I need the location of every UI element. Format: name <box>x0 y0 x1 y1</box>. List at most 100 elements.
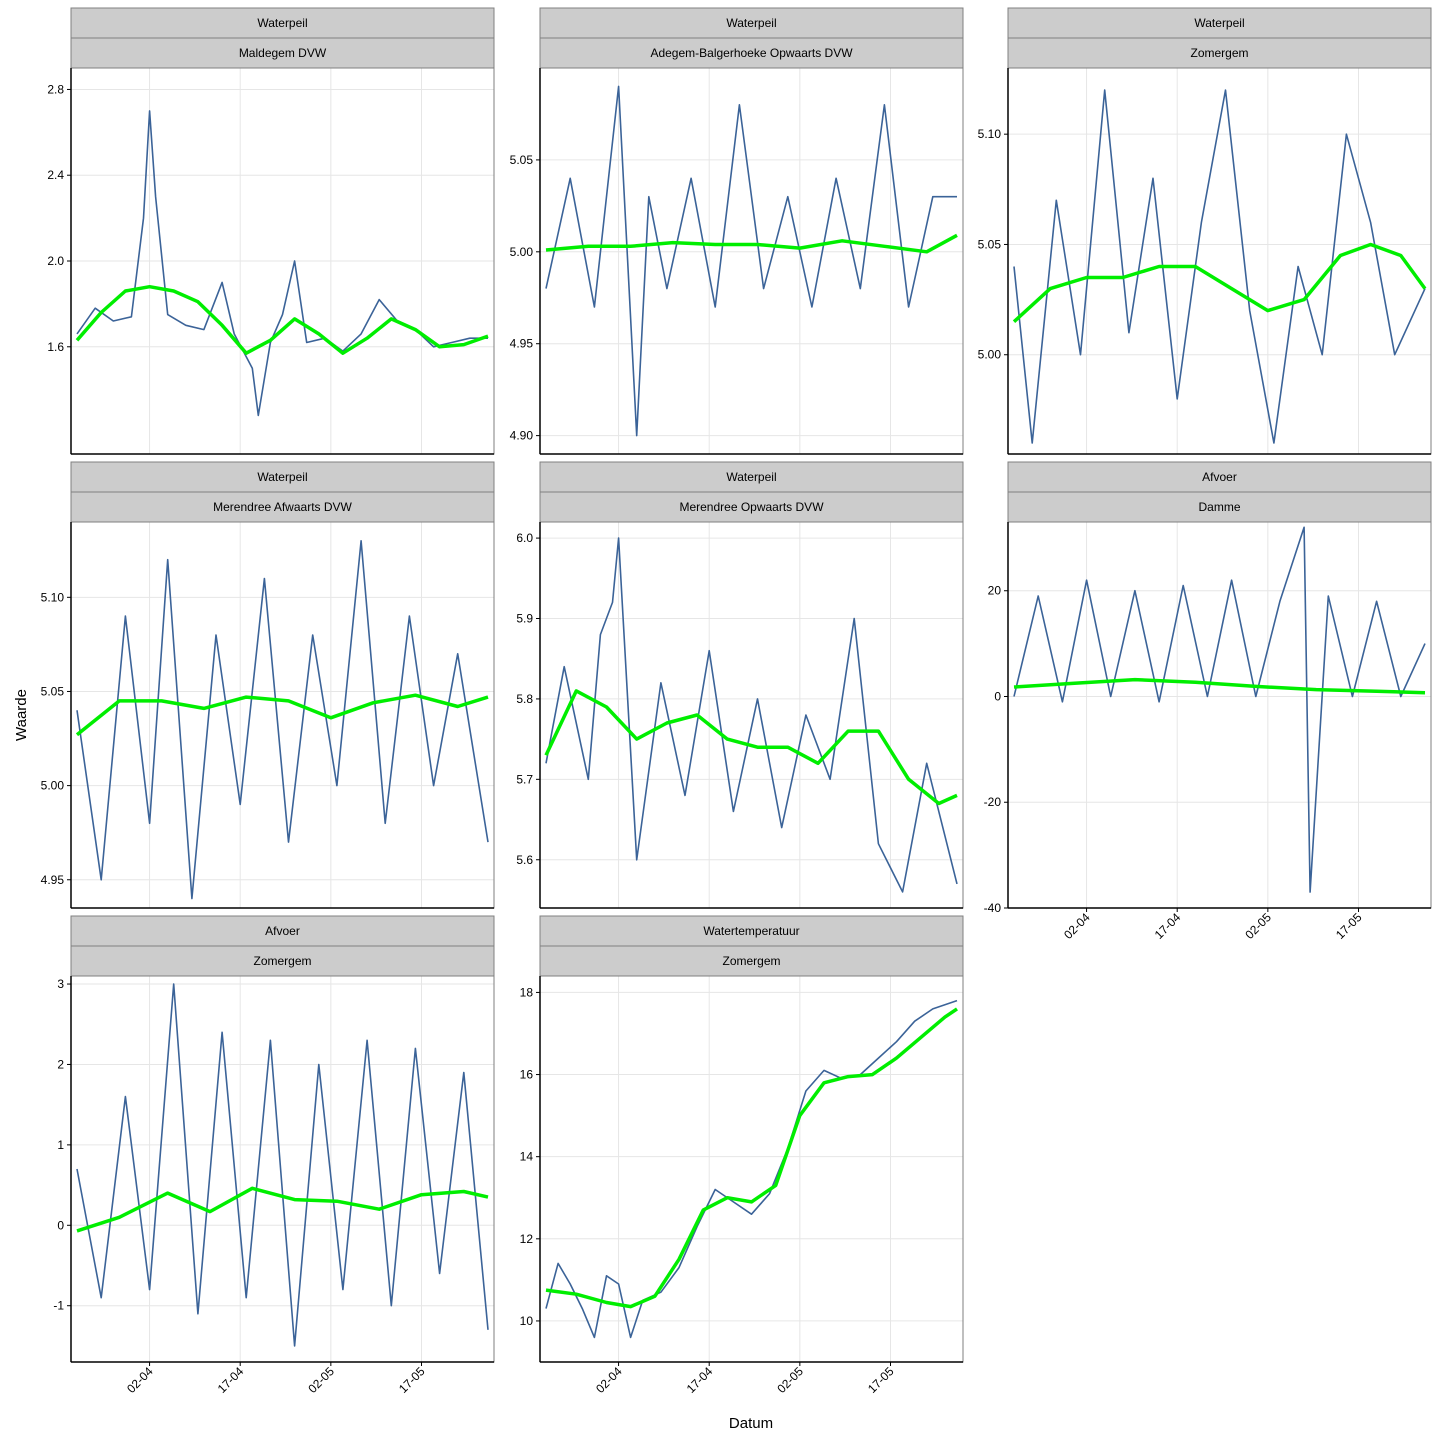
smooth-trend-line <box>75 284 489 355</box>
x-tick-label: 02-04 <box>1061 910 1093 942</box>
observation-line <box>1013 526 1426 893</box>
facet-panel: Waterpeil Merendree Afwaarts DVW 4.95 5.00 5… <box>41 461 495 909</box>
y-tick-label: 2.8 <box>47 82 64 96</box>
y-tick-label: 1 <box>57 1138 64 1152</box>
x-tick-label: 02-05 <box>305 1364 337 1396</box>
x-tick-label: 17-05 <box>865 1364 897 1396</box>
y-tick-label: 5.05 <box>510 153 534 167</box>
y-tick-label: 0 <box>994 689 1001 703</box>
strip-top <box>539 7 964 39</box>
strip-top-label: Waterpeil <box>257 16 307 30</box>
y-tick-label: 4.90 <box>510 429 534 443</box>
y-axis-label: Waarde <box>13 689 30 741</box>
strip-bottom-label: Merendree Opwaarts DVW <box>679 500 824 514</box>
x-axis-label: Datum <box>729 1415 773 1432</box>
y-tick-label: 5.00 <box>41 779 65 793</box>
facet-panel: Waterpeil Merendree Opwaarts DVW 5.6 5.7 5.8… <box>516 461 964 909</box>
observation-line <box>1013 89 1426 444</box>
strip-top-label: Waterpeil <box>1194 16 1244 30</box>
strip-bottom <box>70 491 495 523</box>
y-tick-label: 6.0 <box>516 531 533 545</box>
strip-bottom <box>1007 491 1432 523</box>
y-tick-label: 2.0 <box>47 254 64 268</box>
y-tick-label: 14 <box>520 1150 534 1164</box>
plot-background <box>71 976 494 1362</box>
strip-bottom <box>70 945 495 977</box>
y-tick-label: 18 <box>520 985 534 999</box>
smooth-trend-line <box>75 693 489 737</box>
y-tick-label: 2.4 <box>47 168 64 182</box>
y-tick-label: 5.10 <box>978 127 1002 141</box>
x-tick-label: 17-04 <box>684 1364 716 1396</box>
smooth-trend-line <box>545 1007 958 1309</box>
x-tick-label: 17-05 <box>1333 910 1365 942</box>
plot-background <box>540 522 963 908</box>
y-tick-label: 5.05 <box>978 237 1002 251</box>
y-tick-label: 5.10 <box>41 590 65 604</box>
strip-top <box>70 7 495 39</box>
smooth-trend-line <box>1013 677 1426 695</box>
y-tick-label: 2 <box>57 1057 64 1071</box>
y-tick-label: 5.6 <box>516 853 533 867</box>
strip-bottom <box>539 37 964 69</box>
smooth-trend-line <box>76 1186 489 1233</box>
plot-background <box>1008 68 1431 454</box>
y-tick-label: 12 <box>520 1232 534 1246</box>
strip-top <box>1007 7 1432 39</box>
facet-panel: Watertemperatuur Zomergem 10 12 14 16 18 02-04 1… <box>520 915 964 1396</box>
strip-top-label: Waterpeil <box>257 470 307 484</box>
observation-line <box>545 85 957 437</box>
strip-bottom-label: Adegem-Balgerhoeke Opwaarts DVW <box>650 46 853 60</box>
strip-top-label: Waterpeil <box>726 470 776 484</box>
y-tick-label: 5.05 <box>41 684 65 698</box>
smooth-trend-line <box>545 233 958 254</box>
strip-bottom-label: Zomergem <box>253 954 311 968</box>
strip-bottom <box>70 37 495 69</box>
y-tick-label: -40 <box>984 901 1002 915</box>
observation-line <box>545 537 958 893</box>
strip-top <box>1007 461 1432 493</box>
strip-bottom <box>539 491 964 523</box>
plot-background <box>1008 522 1431 908</box>
facet-panel: Afvoer Zomergem -1 0 1 2 3 02-04 17-04 02-05 17-05 <box>53 915 495 1396</box>
y-tick-label: 16 <box>520 1068 534 1082</box>
strip-bottom-label: Merendree Afwaarts DVW <box>213 500 352 514</box>
y-tick-label: 5.9 <box>516 612 533 626</box>
y-tick-label: -1 <box>53 1299 64 1313</box>
strip-top-label: Afvoer <box>265 924 300 938</box>
plot-background <box>540 68 963 454</box>
strip-top <box>70 915 495 947</box>
strip-bottom-label: Zomergem <box>1190 46 1248 60</box>
smooth-trend-line <box>1012 242 1427 323</box>
strip-bottom-label: Damme <box>1198 500 1240 514</box>
facet-panel: Waterpeil Maldegem DVW 1.6 2.0 2.4 2.8 <box>47 7 495 455</box>
plot-background <box>71 522 494 908</box>
x-tick-label: 02-04 <box>593 1364 625 1396</box>
y-tick-label: -20 <box>984 795 1002 809</box>
y-tick-label: 1.6 <box>47 340 64 354</box>
x-tick-label: 02-05 <box>774 1364 806 1396</box>
y-tick-label: 4.95 <box>41 873 65 887</box>
observation-line <box>545 999 958 1339</box>
strip-top <box>539 461 964 493</box>
strip-top-label: Waterpeil <box>726 16 776 30</box>
y-tick-label: 5.00 <box>510 245 534 259</box>
observation-line <box>76 539 489 900</box>
strip-bottom <box>539 945 964 977</box>
strip-bottom <box>1007 37 1432 69</box>
y-tick-label: 3 <box>57 977 64 991</box>
strip-top-label: Afvoer <box>1202 470 1237 484</box>
x-tick-label: 17-04 <box>1152 910 1184 942</box>
y-tick-label: 5.00 <box>978 348 1002 362</box>
facet-panel: Waterpeil Zomergem 5.00 5.05 5.10 <box>978 7 1432 455</box>
y-tick-label: 0 <box>57 1218 64 1232</box>
x-tick-label: 02-05 <box>1242 910 1274 942</box>
y-tick-label: 5.8 <box>516 692 533 706</box>
plot-background <box>540 976 963 1362</box>
observation-line <box>76 983 489 1347</box>
strip-bottom-label: Maldegem DVW <box>239 46 327 60</box>
x-tick-label: 02-04 <box>124 1364 156 1396</box>
y-tick-label: 4.95 <box>510 337 534 351</box>
smooth-trend-line <box>544 689 958 806</box>
